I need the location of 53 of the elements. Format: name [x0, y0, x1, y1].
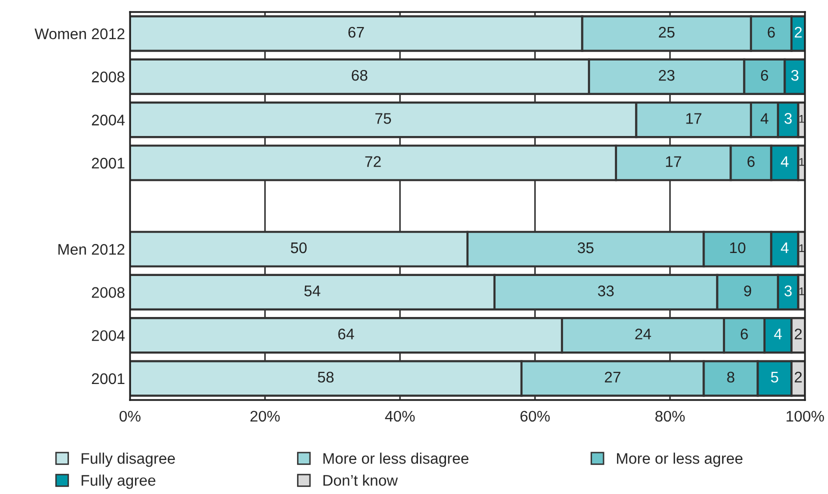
data-label: 17 — [686, 113, 702, 124]
y-tick-label: 2004 — [92, 114, 125, 126]
data-label: 5 — [770, 372, 778, 383]
data-label: 6 — [740, 328, 748, 340]
data-label: 4 — [780, 156, 789, 167]
data-label: 6 — [748, 156, 755, 167]
x-tick-label: 0% — [120, 410, 140, 422]
data-label: 8 — [727, 372, 734, 383]
data-label: 4 — [774, 328, 782, 340]
legend-label: Fully disagree — [82, 452, 175, 467]
data-label: 2 — [794, 372, 802, 382]
data-label: 6 — [761, 70, 768, 81]
data-label: 50 — [290, 242, 307, 254]
data-label: 4 — [780, 242, 789, 254]
x-tick-label: 40% — [385, 410, 415, 422]
y-tick-label: Men 2012 — [58, 244, 124, 255]
data-label: 25 — [658, 26, 674, 38]
data-label: 72 — [365, 156, 381, 167]
x-tick-label: 80% — [655, 410, 685, 422]
y-tick-label: Women 2012 — [34, 28, 124, 40]
data-label: 35 — [578, 242, 594, 254]
data-label: 33 — [598, 286, 614, 296]
y-tick-label: 2001 — [92, 158, 124, 169]
data-label: 75 — [375, 113, 391, 124]
data-label: 2 — [794, 328, 802, 340]
data-label: 27 — [604, 372, 620, 382]
legend-label: Fully agree — [82, 474, 156, 489]
data-label: 3 — [784, 113, 792, 124]
data-label: 68 — [352, 70, 368, 81]
x-tick-label: 60% — [520, 410, 550, 422]
data-label: 64 — [338, 328, 354, 340]
data-label: 54 — [304, 286, 320, 296]
data-label: 24 — [635, 328, 652, 340]
data-label: 23 — [658, 70, 674, 81]
legend-label: More or less agree — [617, 452, 742, 467]
data-label: 17 — [666, 156, 682, 167]
x-tick-label: 100% — [786, 410, 824, 422]
x-tick-label: 20% — [250, 410, 280, 422]
data-label: 3 — [784, 286, 792, 296]
data-label: 10 — [730, 242, 746, 254]
y-tick-label: 2008 — [92, 72, 124, 82]
data-label: 9 — [744, 286, 752, 296]
data-label: 3 — [791, 70, 798, 81]
y-tick-label: 2004 — [92, 330, 125, 342]
y-tick-label: 2008 — [92, 287, 124, 298]
data-label: 58 — [318, 372, 334, 383]
data-label: 4 — [760, 113, 768, 124]
data-label: 67 — [348, 26, 364, 38]
legend-label: More or less disagree — [323, 452, 468, 467]
data-label: 2 — [794, 26, 802, 38]
y-tick-label: 2001 — [92, 373, 124, 384]
data-label: 6 — [768, 26, 775, 38]
legend-label: Don’t know — [323, 474, 398, 486]
